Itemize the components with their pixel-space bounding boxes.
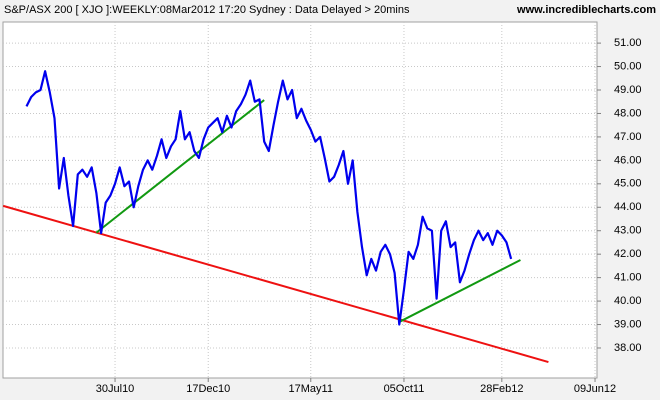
y-tick-label: 44.00 bbox=[614, 201, 642, 213]
y-tick-label: 43.00 bbox=[614, 225, 642, 237]
source: www.incrediblecharts.com bbox=[516, 4, 656, 16]
x-tick-label: 30Jul10 bbox=[96, 383, 135, 395]
y-tick-label: 51.00 bbox=[614, 37, 642, 49]
price-line bbox=[25, 70, 513, 326]
y-tick-label: 41.00 bbox=[614, 272, 642, 284]
y-tick-label: 48.00 bbox=[614, 107, 642, 119]
trendline bbox=[398, 259, 521, 323]
x-tick-label: 17May11 bbox=[289, 383, 333, 395]
x-tick-label: 28Feb12 bbox=[480, 383, 523, 395]
y-tick-label: 50.00 bbox=[614, 60, 642, 72]
y-tick-label: 39.00 bbox=[614, 318, 642, 330]
y-tick-label: 49.00 bbox=[614, 84, 642, 96]
y-tick-label: 46.00 bbox=[614, 154, 642, 166]
x-tick-label: 09Jun12 bbox=[574, 383, 616, 395]
y-tick-label: 45.00 bbox=[614, 178, 642, 190]
y-tick-label: 47.00 bbox=[614, 131, 642, 143]
x-tick-label: 05Oct11 bbox=[384, 383, 425, 395]
y-tick-label: 38.00 bbox=[614, 342, 642, 354]
chart-title: S&P/ASX 200 [ XJO ]:WEEKLY:08Mar2012 17:… bbox=[4, 4, 410, 16]
y-tick-label: 40.00 bbox=[614, 295, 642, 307]
y-tick-label: 42.00 bbox=[614, 248, 642, 260]
trendline bbox=[2, 204, 549, 364]
plot-area bbox=[2, 21, 598, 379]
x-tick-label: 17Dec10 bbox=[186, 383, 230, 395]
trendline bbox=[95, 99, 265, 234]
